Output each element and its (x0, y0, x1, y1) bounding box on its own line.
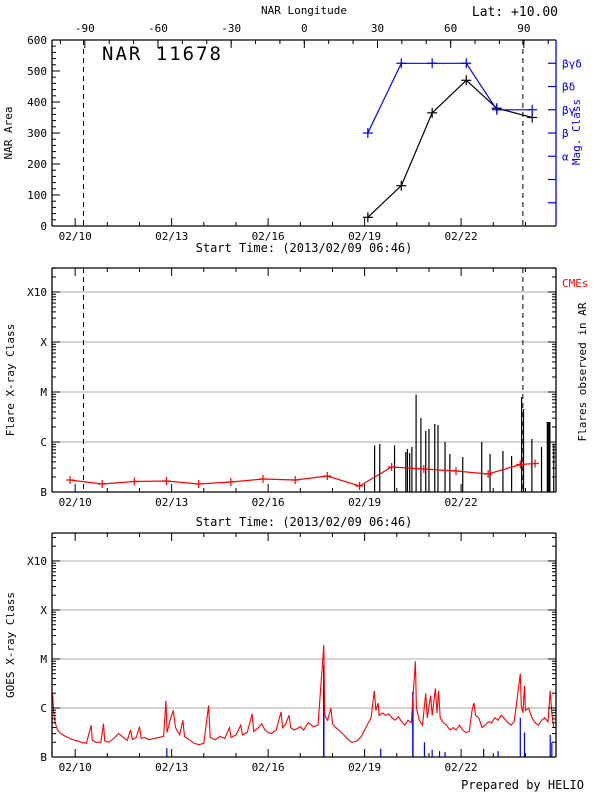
mag-tick-label: βγδ (562, 57, 582, 70)
x-tick-label: 02/19 (348, 761, 381, 774)
flare-bars (373, 394, 555, 492)
nar-area-markers (362, 75, 538, 223)
mag-class-markers (362, 58, 538, 138)
y-tick-label: X10 (27, 286, 47, 299)
y-tick-label: C (40, 436, 47, 449)
nar-area-panel: 02/10 02/13 02/16 02/19 02/22010020030040050… (27, 22, 582, 243)
mag-class-line (367, 62, 533, 134)
x-tick-label: 02/10 (59, 761, 92, 774)
goes-flux-line (52, 645, 555, 746)
y-tick-label: 200 (27, 158, 47, 171)
x-tick-label: 02/19 (348, 230, 381, 243)
mag-tick-label: β (562, 127, 569, 140)
panel2-xlabel: Start Time: (2013/02/09 06:46) (196, 515, 413, 529)
longitude-tick-label: -30 (221, 22, 241, 35)
x-tick-label: 02/10 (59, 230, 92, 243)
x-tick-label: 02/10 (59, 496, 92, 509)
y-tick-label: 600 (27, 34, 47, 47)
y-tick-label: 500 (27, 65, 47, 78)
y-tick-label: M (40, 653, 47, 666)
x-tick-label: 02/22 (445, 230, 478, 243)
longitude-axis: -90 -60 -30 0 30 60 90 (59, 22, 549, 48)
axes: 02/10 02/13 02/16 02/19 02/22 B C M X X10 (27, 267, 557, 509)
background-flux-markers (66, 459, 540, 490)
panel1-ylabel: NAR Area (2, 107, 15, 160)
chart-dynamic-layers: 02/10 02/13 02/16 02/19 02/22010020030040050… (27, 22, 582, 774)
panel1-right-axis-label: Mag. Class (570, 99, 583, 165)
y-tick-label: 0 (40, 220, 47, 233)
goes-xray-panel: 02/10 02/13 02/16 02/19 02/22 B C M X X10 (27, 532, 557, 774)
x-tick-label: 02/16 (252, 761, 285, 774)
mag-tick-label: βγ (562, 104, 576, 117)
y-tick-label: B (40, 486, 47, 499)
y-tick-label: 400 (27, 96, 47, 109)
longitude-tick-label: 60 (444, 22, 457, 35)
x-tick-label: 02/16 (252, 230, 285, 243)
longitude-tick-label: -60 (148, 22, 168, 35)
flares-observed-label: Flares observed in AR (576, 302, 589, 441)
mag-tick-label: α (562, 150, 569, 163)
x-tick-label: 02/13 (155, 496, 188, 509)
y-tick-label: X (40, 336, 47, 349)
lat-label: Lat: +10.00 (472, 5, 558, 20)
panel3-ylabel: GOES X-ray Class (4, 592, 17, 698)
panel1-title: NAR 11678 (102, 43, 223, 65)
cmes-label: CMEs (562, 277, 589, 290)
y-tick-label: X (40, 604, 47, 617)
longitude-tick-label: 30 (371, 22, 384, 35)
mag-tick-label: βδ (562, 81, 575, 94)
footer-credit: Prepared by HELIO (461, 778, 584, 792)
flare-xray-panel: 02/10 02/13 02/16 02/19 02/22 B C M X X10 (27, 267, 557, 509)
y-tick-label: M (40, 386, 47, 399)
axes: 02/10 02/13 02/16 02/19 02/22 B C M X X10 (27, 532, 557, 774)
x-tick-label: 02/19 (348, 496, 381, 509)
nar-area-line (367, 79, 533, 218)
longitude-tick-label: 0 (301, 22, 308, 35)
longitude-tick-label: -90 (75, 22, 95, 35)
panel2-ylabel: Flare X-ray Class (4, 324, 17, 437)
x-tick-label: 02/22 (445, 761, 478, 774)
panel1-xlabel: Start Time: (2013/02/09 06:46) (196, 241, 413, 255)
longitude-tick-label: 90 (517, 22, 530, 35)
goes-blue-spikes (166, 664, 553, 757)
mag-class-axis: βγδ βδ βγ βα (548, 57, 582, 204)
y-tick-label: C (40, 702, 47, 715)
axes: 02/10 02/13 02/16 02/19 02/22 0 100 200 300 400 50… (27, 34, 557, 243)
x-tick-label: 02/16 (252, 496, 285, 509)
y-tick-label: B (40, 751, 47, 764)
top-axis-title: NAR Longitude (261, 4, 347, 17)
background-flux-line (69, 462, 536, 487)
y-tick-label: 100 (27, 189, 47, 202)
y-tick-label: 300 (27, 127, 47, 140)
x-tick-label: 02/22 (445, 496, 478, 509)
x-tick-label: 02/13 (155, 761, 188, 774)
y-tick-label: X10 (27, 555, 47, 568)
x-tick-label: 02/13 (155, 230, 188, 243)
